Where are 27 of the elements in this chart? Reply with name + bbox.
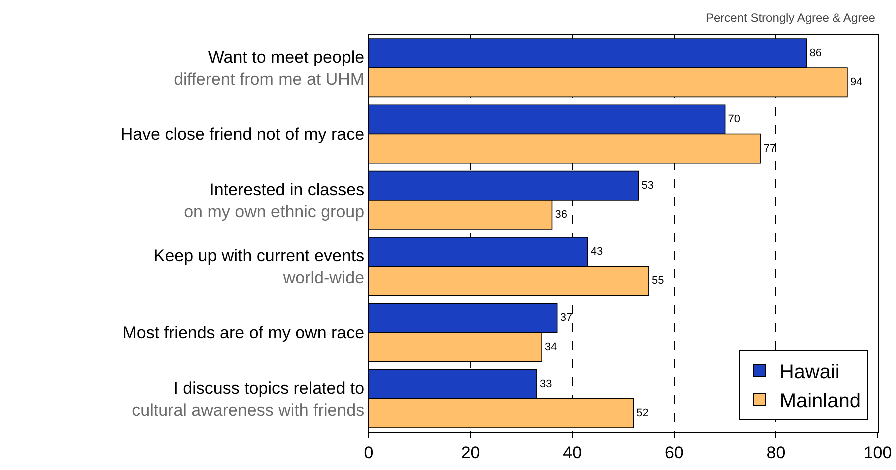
x-tick-label: 60 (664, 443, 684, 462)
y-tick-label: Keep up with current events world-wide (154, 246, 365, 288)
y-tick-label: Want to meet people different from me at UHM (174, 48, 365, 90)
y-tick-label: Interested in classes on my own ethnic group (184, 180, 365, 222)
data-label: 86 (810, 48, 822, 60)
text: Percent Strongly Agree & Agree (706, 11, 876, 25)
y-tick-label: Most friends are of my own race (122, 324, 365, 343)
data-label: 55 (652, 275, 664, 288)
y-tick-label: Have close friend not of my race (120, 125, 365, 144)
data-label: 94 (850, 76, 863, 89)
data-label: 33 (540, 378, 552, 390)
x-tick-label: 20 (461, 443, 480, 462)
x-tick-label: 100 (864, 443, 892, 462)
data-label: 34 (545, 341, 558, 354)
data-label: 53 (642, 180, 654, 192)
y-tick-label: I discuss topics related to cultural awareness with friends (132, 378, 365, 420)
data-label: 70 (728, 114, 741, 126)
data-label: 36 (555, 208, 568, 221)
x-tick-label: 40 (563, 443, 582, 462)
x-tick-label: 80 (766, 443, 786, 462)
legend-label: Mainland (780, 390, 861, 412)
data-label: 77 (764, 142, 776, 155)
legend-label: Hawaii (780, 361, 840, 384)
data-label: 37 (560, 312, 573, 324)
data-label: 43 (590, 246, 604, 258)
data-label: 52 (636, 407, 649, 420)
x-tick-label: 0 (364, 443, 374, 462)
